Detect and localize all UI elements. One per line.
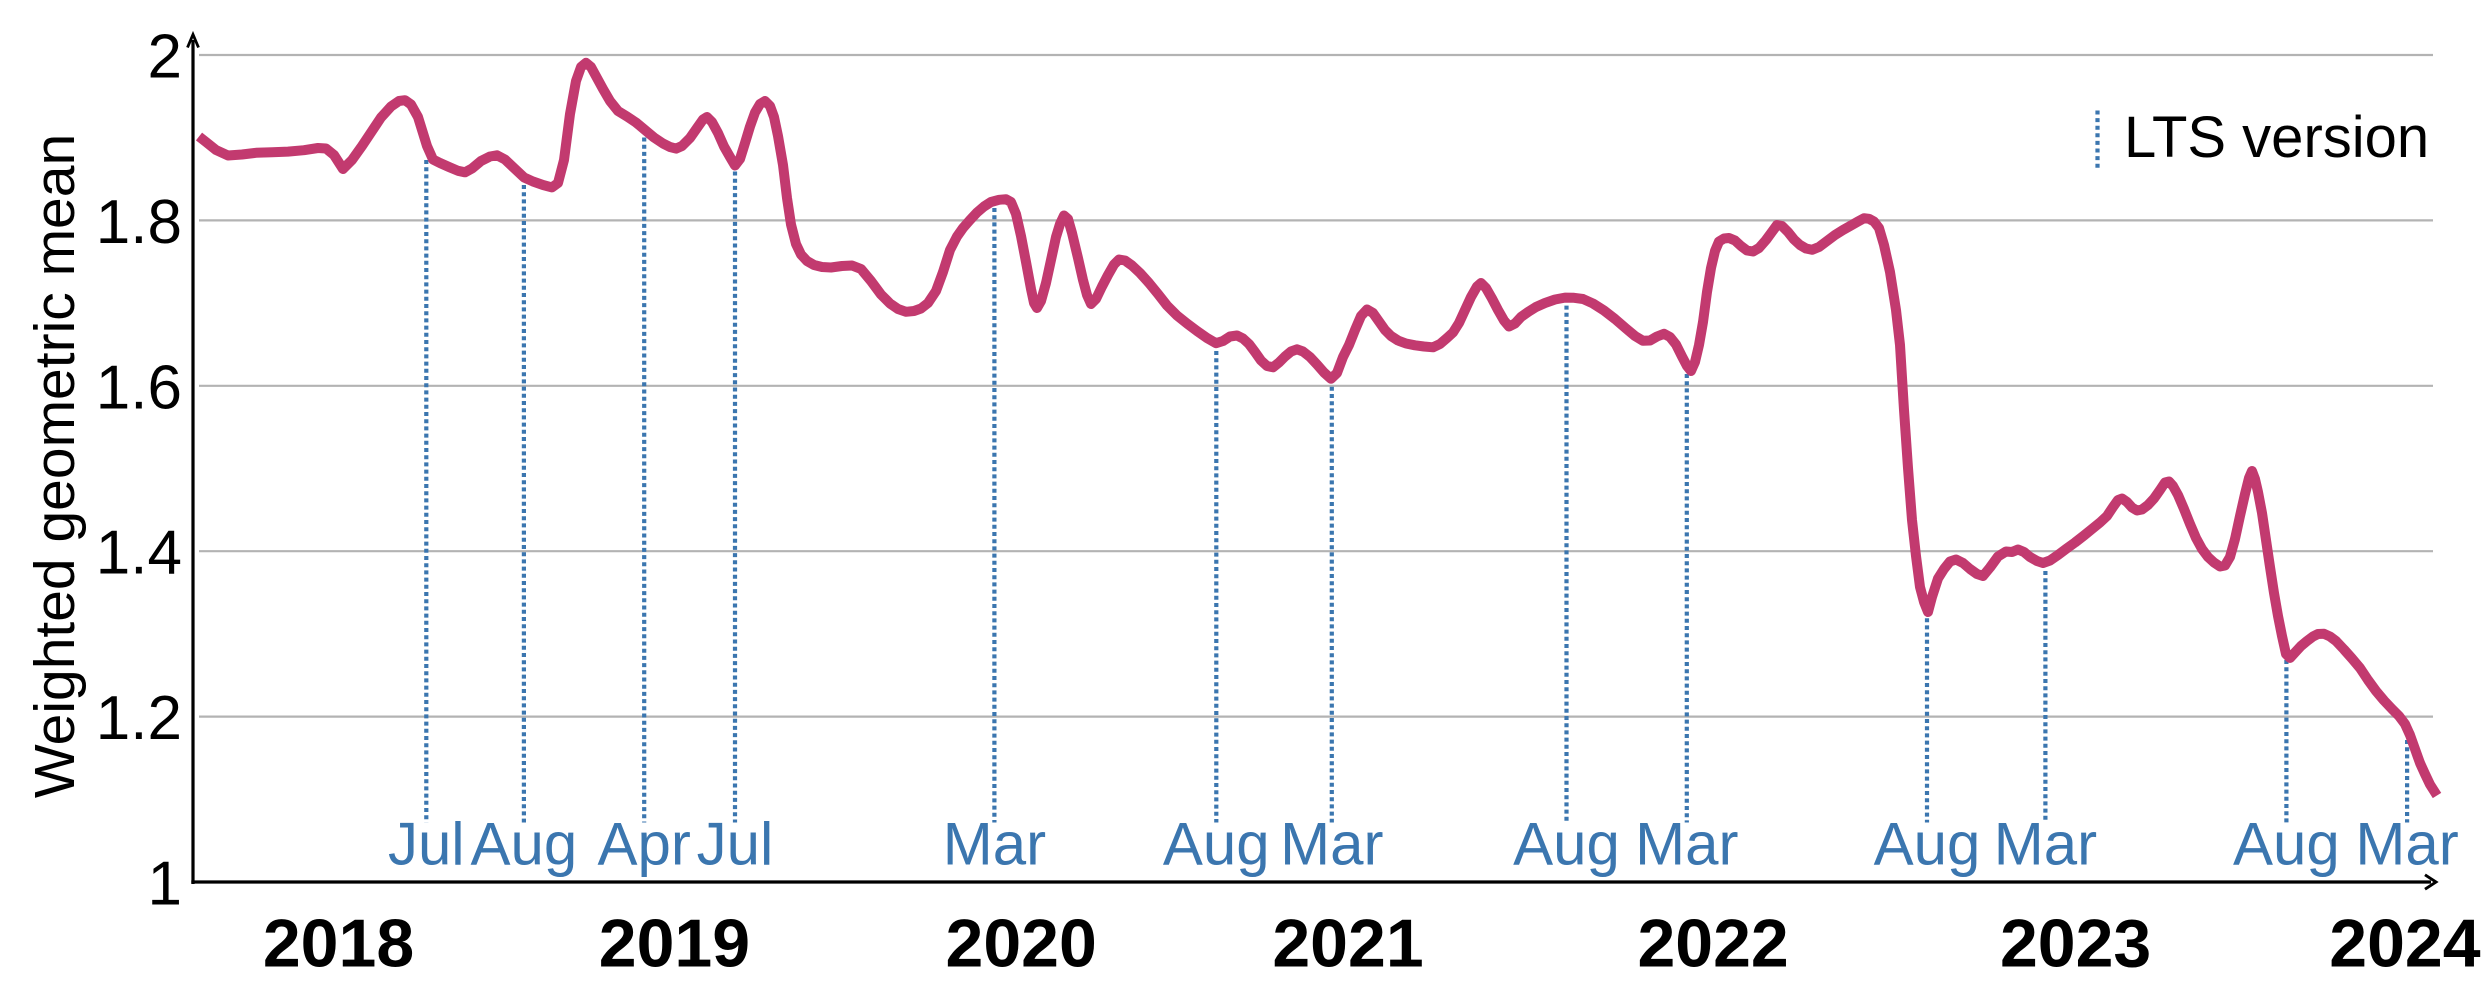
svg-text:Jul: Jul — [697, 811, 774, 878]
svg-text:Mar: Mar — [943, 811, 1046, 878]
svg-text:2024: 2024 — [2329, 906, 2480, 982]
svg-text:2019: 2019 — [599, 906, 750, 982]
svg-text:1.8: 1.8 — [96, 188, 182, 257]
svg-text:2022: 2022 — [1637, 906, 1788, 982]
svg-text:Aug: Aug — [1513, 811, 1620, 878]
svg-text:1.4: 1.4 — [96, 519, 182, 588]
svg-text:Jul: Jul — [388, 811, 465, 878]
svg-text:2021: 2021 — [1272, 906, 1423, 982]
svg-text:2023: 2023 — [2000, 906, 2151, 982]
svg-text:Weighted geometric mean: Weighted geometric mean — [23, 134, 87, 798]
svg-text:Aug: Aug — [471, 811, 578, 878]
svg-text:Mar: Mar — [2355, 811, 2458, 878]
svg-text:Mar: Mar — [1280, 811, 1383, 878]
svg-text:1: 1 — [148, 850, 182, 919]
svg-text:2: 2 — [148, 23, 182, 92]
svg-text:Apr: Apr — [598, 811, 691, 878]
svg-text:Aug: Aug — [2233, 811, 2340, 878]
svg-text:2020: 2020 — [946, 906, 1097, 982]
svg-text:LTS version: LTS version — [2124, 105, 2429, 170]
svg-text:Aug: Aug — [1874, 811, 1981, 878]
svg-text:Aug: Aug — [1163, 811, 1270, 878]
svg-text:Mar: Mar — [1635, 811, 1738, 878]
svg-text:Mar: Mar — [1994, 811, 2097, 878]
svg-text:2018: 2018 — [263, 906, 414, 982]
svg-text:1.6: 1.6 — [96, 353, 182, 422]
svg-text:1.2: 1.2 — [96, 684, 182, 753]
